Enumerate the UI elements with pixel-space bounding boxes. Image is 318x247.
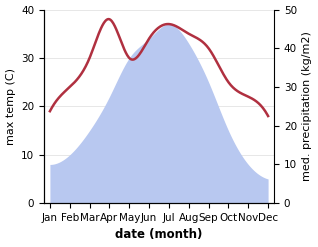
X-axis label: date (month): date (month) bbox=[115, 228, 203, 242]
Y-axis label: med. precipitation (kg/m2): med. precipitation (kg/m2) bbox=[302, 31, 313, 181]
Y-axis label: max temp (C): max temp (C) bbox=[5, 68, 16, 145]
